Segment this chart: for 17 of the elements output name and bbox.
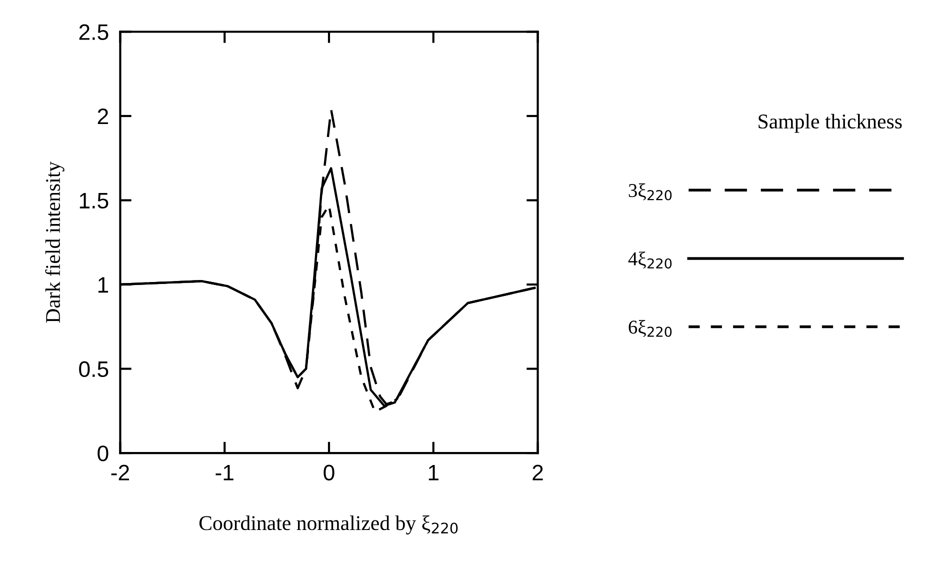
x-tick-label: 1 bbox=[428, 464, 438, 480]
x-tick-label: -1 bbox=[216, 464, 234, 480]
text: 4ξ$_{220}$ bbox=[628, 252, 672, 269]
y-tick-label: 0.5 bbox=[79, 361, 108, 378]
y-tick-label: 0 bbox=[98, 446, 108, 462]
x-tick-label: -2 bbox=[111, 464, 129, 480]
x-axis-title: Coordinate normalized by ξ$_{220}$ bbox=[199, 515, 458, 534]
y-axis-title: Dark field intensity bbox=[45, 161, 64, 323]
y-tick-label: 1 bbox=[98, 277, 108, 293]
y-tick-label: 1.5 bbox=[80, 193, 108, 209]
y-tick-label: 2 bbox=[98, 108, 108, 124]
text: 3ξ$_{220}$ bbox=[628, 183, 672, 200]
x-tick-label: 2 bbox=[532, 464, 543, 480]
y-tick-label: 2.5 bbox=[79, 24, 108, 40]
legend-title: Sample thickness bbox=[758, 114, 902, 133]
x-tick-label: 0 bbox=[324, 464, 334, 480]
text: 6ξ$_{220}$ bbox=[628, 320, 672, 337]
